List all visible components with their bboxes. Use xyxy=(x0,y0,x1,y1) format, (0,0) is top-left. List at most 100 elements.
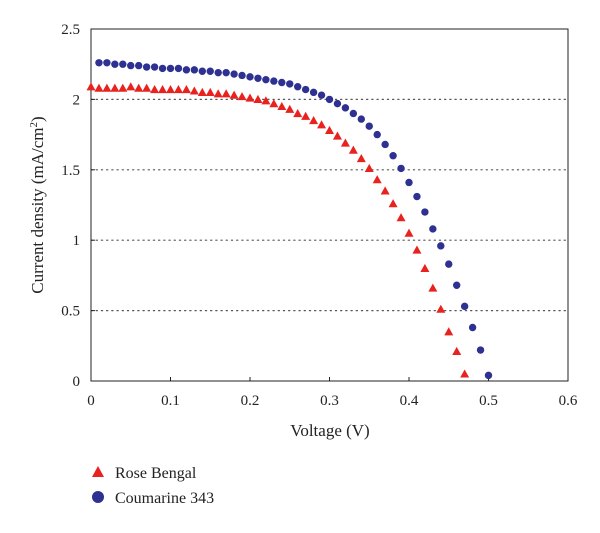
x-tick-label: 0.6 xyxy=(559,393,578,409)
y-axis-label: Current density (mA/cm2) xyxy=(28,116,47,293)
data-point xyxy=(309,88,318,97)
x-tick-label: 0.3 xyxy=(320,393,339,409)
data-point xyxy=(213,89,223,98)
plot-frame xyxy=(90,28,569,382)
data-point xyxy=(365,122,373,130)
data-point xyxy=(86,82,96,91)
data-point xyxy=(158,85,168,94)
data-point xyxy=(134,83,144,92)
data-point xyxy=(332,131,342,140)
data-point xyxy=(262,75,270,84)
data-point xyxy=(135,61,143,70)
data-point xyxy=(230,70,238,78)
data-point xyxy=(356,154,366,163)
data-point xyxy=(468,323,477,332)
data-point xyxy=(380,186,390,195)
data-point xyxy=(484,371,493,380)
data-point xyxy=(445,260,453,268)
data-point xyxy=(460,369,470,378)
series-coumarine-343 xyxy=(95,59,493,380)
data-point xyxy=(412,245,422,254)
data-point xyxy=(420,263,430,272)
data-point xyxy=(119,60,127,68)
data-point xyxy=(127,61,135,70)
data-point xyxy=(301,85,310,94)
data-point xyxy=(173,85,183,94)
tick-layer: 0 0.1 0.2 0.3 0.4 0.5 0.6 0 0.5 1 1.5 2 2.5 xyxy=(61,22,578,409)
data-point xyxy=(396,213,406,222)
data-point xyxy=(460,302,469,311)
y-tick-label: 0.5 xyxy=(61,304,80,320)
data-point xyxy=(142,83,152,92)
grid-layer xyxy=(90,98,569,312)
legend-label-coumarine-343: Coumarine 343 xyxy=(115,490,214,507)
x-tick-label: 0 xyxy=(87,393,95,409)
x-tick-label: 0.4 xyxy=(400,393,419,409)
data-point xyxy=(444,327,454,336)
legend-marker-coumarine-343 xyxy=(92,491,104,503)
series-rose-bengal xyxy=(86,82,470,378)
data-point xyxy=(261,96,271,105)
data-point xyxy=(142,63,151,71)
data-point xyxy=(285,104,295,113)
data-point xyxy=(364,163,374,172)
y-tick-label: 0 xyxy=(73,374,81,390)
data-point xyxy=(278,78,286,87)
data-point xyxy=(166,85,175,94)
data-point xyxy=(348,145,358,154)
data-point xyxy=(198,67,206,75)
y-tick-label: 1 xyxy=(73,233,81,249)
data-point xyxy=(245,93,255,102)
data-point xyxy=(372,175,382,184)
data-point xyxy=(437,242,445,250)
data-point xyxy=(150,85,160,94)
legend: Rose Bengal Coumarine 343 xyxy=(92,465,214,507)
data-point xyxy=(94,83,104,92)
data-point xyxy=(237,92,247,101)
data-point xyxy=(341,104,350,112)
data-point xyxy=(270,77,278,85)
data-point xyxy=(293,108,303,118)
y-axis-label-close: ) xyxy=(28,116,47,122)
legend-marker-rose-bengal xyxy=(92,466,104,477)
data-point xyxy=(357,115,365,123)
x-axis-label: Voltage (V) xyxy=(290,421,369,440)
data-point xyxy=(197,87,207,96)
data-point xyxy=(158,64,167,73)
data-point xyxy=(381,140,389,149)
data-point xyxy=(118,83,128,92)
data-point xyxy=(325,125,334,134)
data-point xyxy=(286,80,294,88)
data-point xyxy=(421,208,429,216)
data-point xyxy=(436,304,446,313)
data-point xyxy=(166,64,175,73)
data-point xyxy=(428,283,438,292)
data-point xyxy=(110,83,120,92)
data-point xyxy=(333,99,342,108)
data-point xyxy=(476,346,485,354)
data-point xyxy=(254,74,262,82)
data-point xyxy=(126,82,136,91)
series-layer xyxy=(86,59,493,380)
data-point xyxy=(206,67,214,75)
data-point xyxy=(111,60,119,68)
data-point xyxy=(246,73,254,81)
data-point xyxy=(102,83,112,92)
data-point xyxy=(222,68,230,77)
data-point xyxy=(309,116,319,125)
data-point xyxy=(405,178,413,187)
data-point xyxy=(349,109,358,118)
data-point xyxy=(221,89,231,98)
data-point xyxy=(317,91,326,99)
data-point xyxy=(238,71,246,80)
data-point xyxy=(413,192,421,201)
data-point xyxy=(277,101,287,111)
data-point xyxy=(388,199,398,208)
data-point xyxy=(95,59,103,67)
data-point xyxy=(429,225,437,233)
data-point xyxy=(453,281,461,289)
y-axis-label-superscript: 2 xyxy=(28,122,40,128)
x-tick-label: 0.1 xyxy=(161,393,180,409)
data-point xyxy=(301,111,311,120)
